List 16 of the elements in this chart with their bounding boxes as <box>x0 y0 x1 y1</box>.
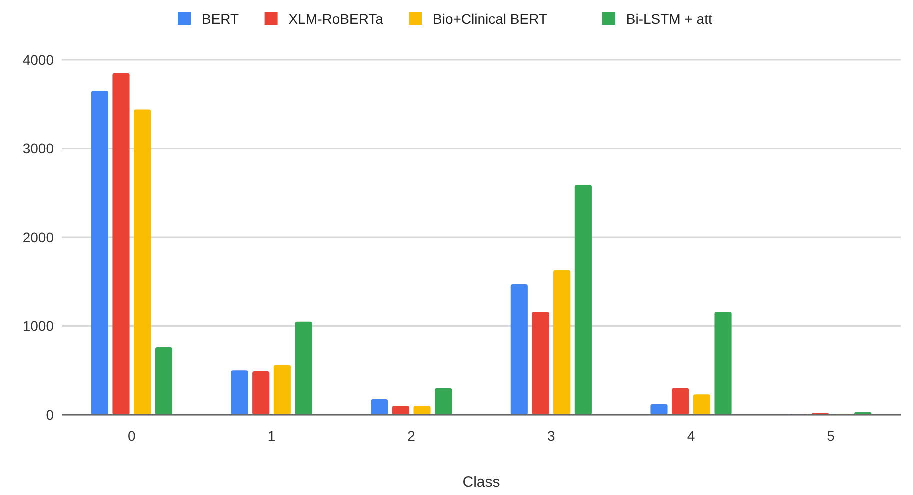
x-tick-label: 1 <box>268 428 276 444</box>
x-axis-title: Class <box>462 474 500 491</box>
x-tick-label: 2 <box>408 428 416 444</box>
x-tick-label: 4 <box>687 428 696 444</box>
y-tick-label: 3000 <box>22 140 54 157</box>
legend-label: Bio+Clinical BERT <box>433 11 548 27</box>
y-tick-label: 2000 <box>22 229 54 246</box>
y-tick-label: 4000 <box>22 52 54 68</box>
legend-label: BERT <box>202 11 240 27</box>
x-tick-label: 5 <box>827 428 836 444</box>
x-tick-label: 0 <box>128 428 136 444</box>
x-tick-label: 3 <box>548 428 556 444</box>
y-tick-label: 1000 <box>22 318 54 334</box>
legend-label: Bi-LSTM + att <box>626 11 712 27</box>
legend-label: XLM-RoBERTa <box>288 11 384 27</box>
y-tick-label: 0 <box>46 406 54 423</box>
